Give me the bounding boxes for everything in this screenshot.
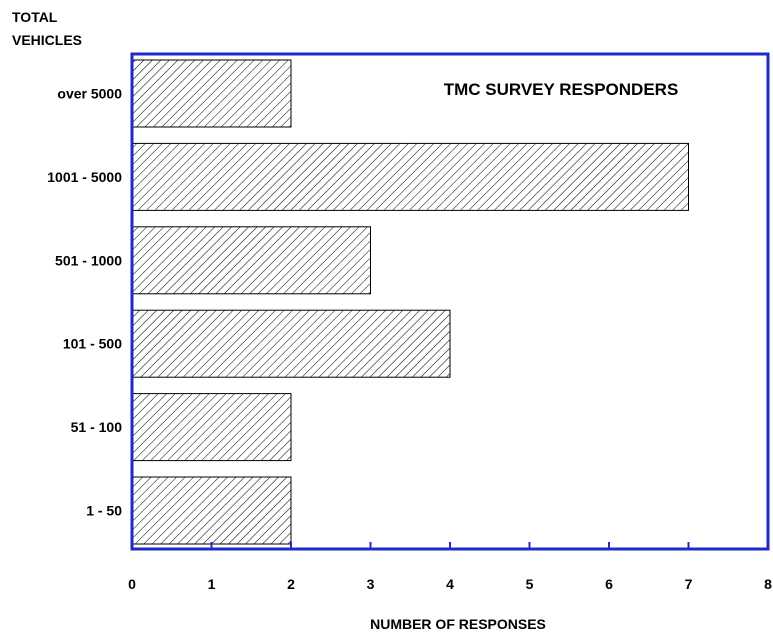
- x-tick-label: 2: [287, 576, 295, 592]
- x-tick-label: 3: [367, 576, 375, 592]
- bar: [131, 226, 371, 295]
- ticks-layer: [210, 542, 690, 549]
- chart-title: TMC SURVEY RESPONDERS: [444, 80, 679, 99]
- x-tick-label: 7: [685, 576, 693, 592]
- category-label: 51 - 100: [71, 419, 123, 435]
- x-tick-label: 4: [446, 576, 454, 592]
- bar: [131, 142, 689, 211]
- bars-layer: [131, 59, 689, 545]
- x-tick-label: 6: [605, 576, 613, 592]
- category-labels-layer: over 5000 1001 - 5000 501 - 1000 101 - 500 5…: [47, 86, 122, 519]
- y-axis-label-line-2: VEHICLES: [12, 32, 82, 48]
- bar: [131, 59, 292, 128]
- x-tick-labels-layer: 0 1 2 3 4 5 6 7 8: [128, 576, 772, 592]
- x-axis-label: NUMBER OF RESPONSES: [370, 616, 546, 632]
- plot-frame: [130, 52, 770, 551]
- x-tick-label: 0: [128, 576, 136, 592]
- bar: [131, 476, 292, 545]
- y-axis-label-line-1: TOTAL: [12, 9, 58, 25]
- bar: [131, 309, 451, 378]
- category-label: 1 - 50: [86, 503, 122, 519]
- bar: [131, 393, 292, 462]
- category-label: 501 - 1000: [55, 252, 122, 268]
- category-label: 1001 - 5000: [47, 169, 122, 185]
- x-tick-label: 8: [764, 576, 772, 592]
- category-label: 101 - 500: [63, 336, 122, 352]
- x-tick-label: 5: [526, 576, 534, 592]
- x-tick-label: 1: [208, 576, 216, 592]
- category-label: over 5000: [57, 86, 122, 102]
